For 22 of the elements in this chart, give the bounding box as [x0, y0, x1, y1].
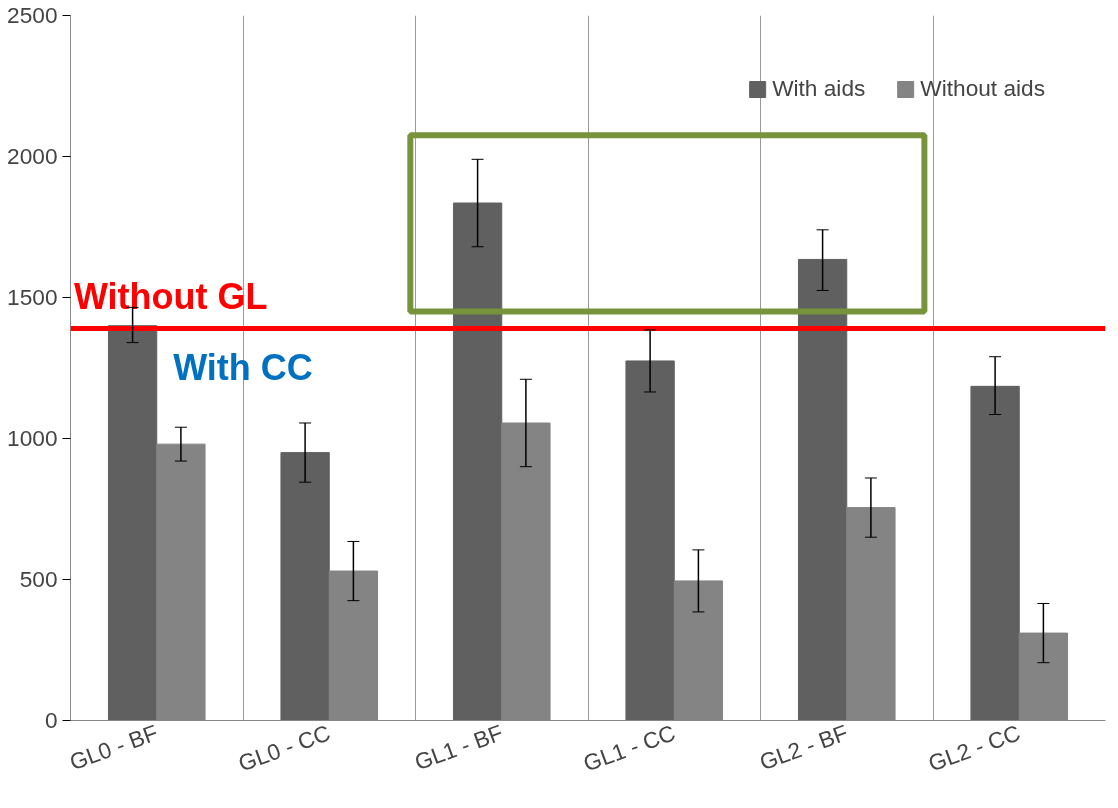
- bar: [625, 360, 675, 721]
- ref-line-label: Without GL: [73, 276, 268, 318]
- bar: [797, 258, 848, 721]
- bar: [107, 325, 158, 721]
- x-tick-label: GL1 - CC: [579, 719, 679, 777]
- bar: [280, 452, 330, 721]
- x-tick-label: GL2 - BF: [755, 719, 852, 776]
- y-tick-label: 2500: [7, 2, 58, 28]
- x-tick-label: GL2 - CC: [924, 719, 1024, 777]
- y-tick-label: 500: [19, 566, 58, 592]
- x-tick-label: GL0 - CC: [234, 719, 334, 777]
- annotation: With CC: [173, 346, 313, 388]
- bar: [970, 385, 1020, 721]
- legend-label: With aids: [772, 75, 866, 102]
- y-tick-label: 2000: [7, 143, 58, 169]
- x-tick-label: GL1 - BF: [410, 719, 507, 776]
- legend-label: Without aids: [920, 75, 1045, 102]
- bar: [452, 202, 503, 721]
- x-tick-label: GL0 - BF: [65, 719, 162, 776]
- y-tick-label: 0: [44, 707, 58, 733]
- y-tick-label: 1000: [7, 425, 58, 451]
- y-tick-label: 1500: [7, 284, 58, 310]
